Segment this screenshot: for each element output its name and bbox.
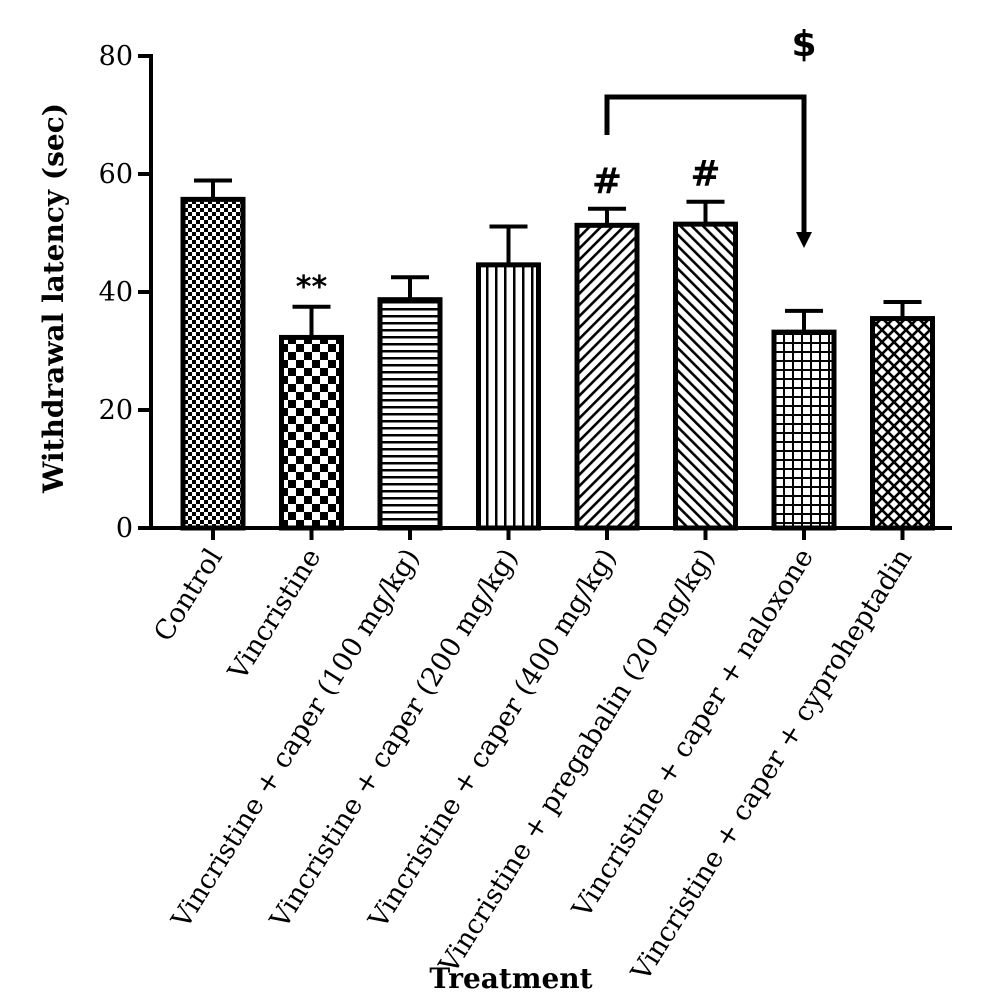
comparison-bracket-1 — [604, 94, 807, 238]
category-label-2: Vincristine — [222, 543, 327, 686]
bar-5 — [574, 222, 640, 531]
bars-layer — [180, 196, 935, 531]
category-label-1: Control — [148, 543, 229, 647]
bar-1 — [180, 196, 246, 531]
y-axis-title: Withdrawal latency (sec) — [37, 103, 70, 494]
comparison-label-1: $ — [791, 24, 816, 65]
y-tick-label-20: 20 — [99, 395, 133, 426]
x-axis-title: Treatment — [429, 962, 592, 995]
axes-layer: 0 20 40 60 80 — [99, 41, 952, 544]
y-tick-label-80: 80 — [99, 41, 133, 72]
significance-marker-6: # — [690, 154, 720, 195]
y-tick-label-0: 0 — [116, 513, 133, 544]
bar-8 — [870, 316, 935, 531]
bar-7 — [771, 329, 837, 531]
bar-2 — [279, 334, 344, 531]
bracket-arrowhead-1 — [796, 232, 812, 248]
annotations-layer: ** # # $ — [296, 24, 817, 305]
bar-3 — [377, 297, 443, 531]
bar-6 — [673, 221, 738, 531]
y-tick-label-40: 40 — [99, 277, 133, 308]
significance-marker-5: # — [592, 161, 622, 202]
error-bars-layer — [194, 178, 922, 338]
significance-marker-2: ** — [296, 270, 328, 305]
bar-4 — [476, 262, 541, 531]
y-tick-label-60: 60 — [99, 159, 133, 190]
